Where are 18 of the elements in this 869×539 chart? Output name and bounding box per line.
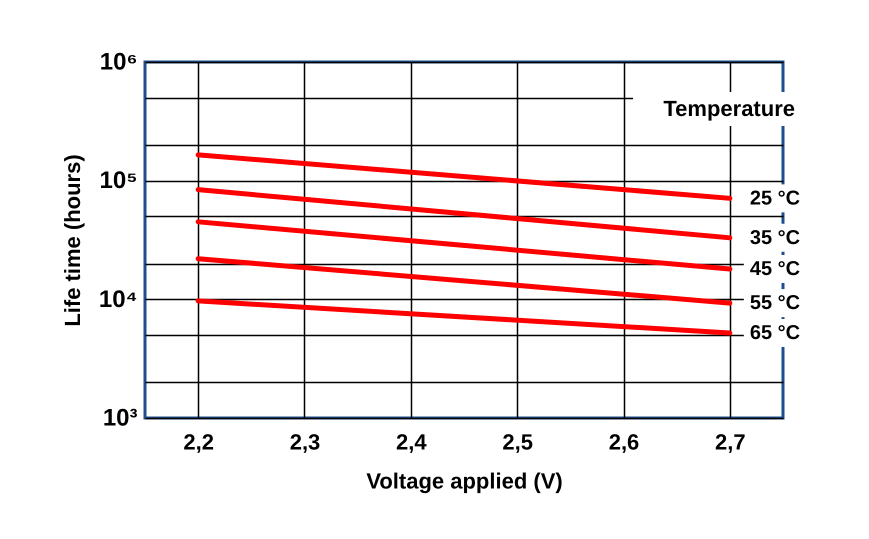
series-label: 45 °C — [750, 258, 800, 280]
series-label: 25 °C — [750, 187, 800, 210]
legend-title: Temperature — [663, 96, 795, 121]
y-axis-title: Life time (hours) — [60, 154, 85, 327]
x-tick-label: 2,2 — [183, 430, 214, 454]
x-tick-label: 2,3 — [290, 430, 320, 454]
series-label: 55 °C — [750, 292, 800, 314]
y-tick-label: 10³ — [102, 404, 138, 432]
x-tick-label: 2,5 — [502, 430, 533, 454]
y-tick-label: 10⁵ — [100, 167, 138, 194]
y-tick-label: 10⁴ — [98, 286, 138, 313]
series-label: 65 °C — [750, 322, 800, 344]
x-tick-label: 2,7 — [715, 430, 746, 454]
y-tick-label: 10⁶ — [100, 48, 138, 76]
x-axis-title: Voltage applied (V) — [366, 468, 563, 494]
x-tick-label: 2,6 — [608, 430, 640, 454]
x-tick-label: 2,4 — [396, 430, 428, 454]
series-label: 35 °C — [750, 226, 800, 249]
